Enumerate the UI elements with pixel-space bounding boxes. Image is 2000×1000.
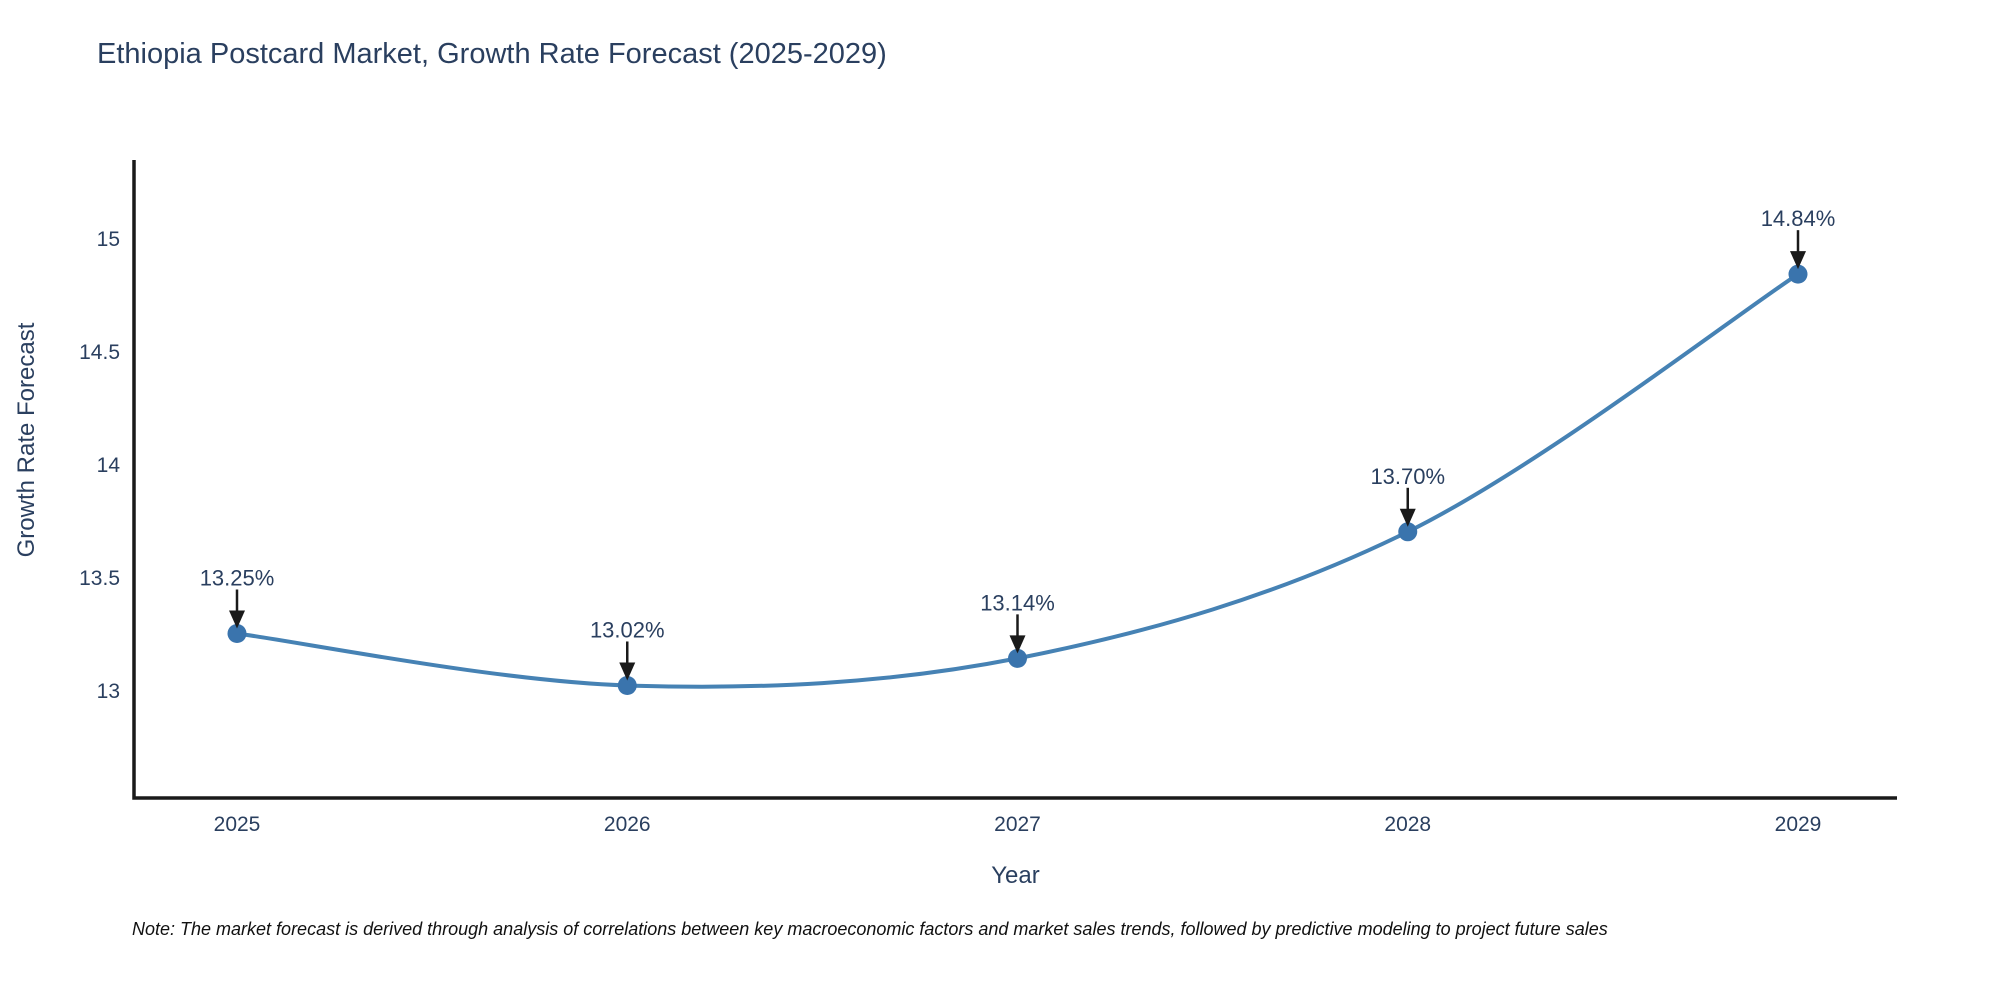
data-point-label: 13.70%: [1370, 464, 1445, 489]
axis-lines: [132, 160, 1897, 800]
y-tick-label: 13: [97, 680, 120, 703]
data-point[interactable]: [1008, 648, 1027, 668]
data-point[interactable]: [227, 624, 247, 643]
x-tick-label: 2027: [994, 813, 1041, 836]
data-point[interactable]: [1398, 522, 1418, 542]
data-point-label: 13.14%: [980, 590, 1055, 615]
data-point-label: 13.02%: [590, 617, 665, 642]
data-point[interactable]: [617, 675, 637, 695]
data-point[interactable]: [1788, 264, 1808, 284]
data-point-label: 14.84%: [1761, 206, 1836, 231]
y-tick-label: 14: [97, 454, 121, 477]
y-tick-label: 13.5: [79, 567, 120, 590]
chart-title: Ethiopia Postcard Market, Growth Rate Fo…: [97, 38, 887, 70]
annotation-arrowhead-icon: [1790, 251, 1806, 270]
forecast-line: [235, 272, 1800, 689]
y-tick-label: 14.5: [79, 341, 120, 364]
y-tick-label: 15: [97, 228, 120, 251]
annotation-arrowhead-icon: [1009, 635, 1026, 654]
x-tick-label: 2028: [1384, 813, 1431, 836]
x-axis-title: Year: [991, 862, 1040, 889]
data-point-label: 13.25%: [200, 566, 275, 591]
y-axis-title: Growth Rate Forecast: [13, 322, 40, 558]
x-tick-label: 2026: [604, 813, 651, 836]
annotation-arrowhead-icon: [229, 610, 245, 629]
chart-note: Note: The market forecast is derived thr…: [132, 919, 1608, 939]
annotation-arrowhead-icon: [1399, 508, 1416, 527]
x-tick-label: 2025: [214, 813, 261, 836]
x-tick-label: 2029: [1775, 813, 1822, 836]
annotation-arrowhead-icon: [619, 662, 636, 681]
